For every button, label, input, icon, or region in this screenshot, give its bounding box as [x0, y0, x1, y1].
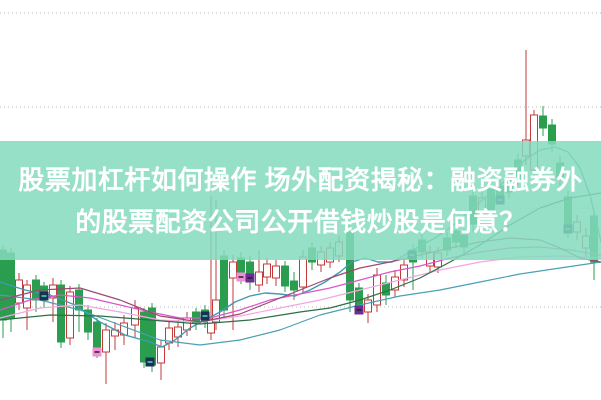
- candle-up-body: [299, 256, 307, 288]
- candle-up-body: [131, 307, 139, 326]
- candle-down-body: [57, 284, 65, 343]
- ma-slow-teal: [0, 261, 601, 346]
- candle-up-body: [400, 264, 408, 281]
- candle-down-body: [84, 309, 92, 333]
- candle-down-body: [382, 282, 390, 296]
- candle-up-body: [15, 279, 23, 304]
- candle-up-body: [157, 346, 165, 364]
- title-line-2: 的股票配资公司公开借钱炒股是何意？: [75, 206, 526, 237]
- candle-down-body: [290, 280, 298, 291]
- candle-up-body: [49, 284, 57, 299]
- candle-up-body: [255, 271, 263, 286]
- candle-down-body: [281, 265, 289, 287]
- candle-down-body: [220, 255, 228, 311]
- candle-up-body: [364, 299, 372, 313]
- candle-up-body: [272, 265, 280, 279]
- candle-down-body: [140, 311, 148, 363]
- candle-up-body: [102, 329, 110, 353]
- title-line-1: 股票加杠杆如何操作 场外配资揭秘：融资融券外: [18, 164, 583, 195]
- candle-up-body: [23, 284, 31, 309]
- candle-up-body: [391, 276, 399, 291]
- candle-up-body: [229, 261, 237, 279]
- candle-down-body: [539, 115, 547, 129]
- candle-up-body: [212, 299, 220, 323]
- candle-up-body: [263, 263, 271, 278]
- title-banner: 股票加杠杆如何操作 场外配资揭秘：融资融券外 的股票配资公司公开借钱炒股是何意？: [0, 141, 601, 260]
